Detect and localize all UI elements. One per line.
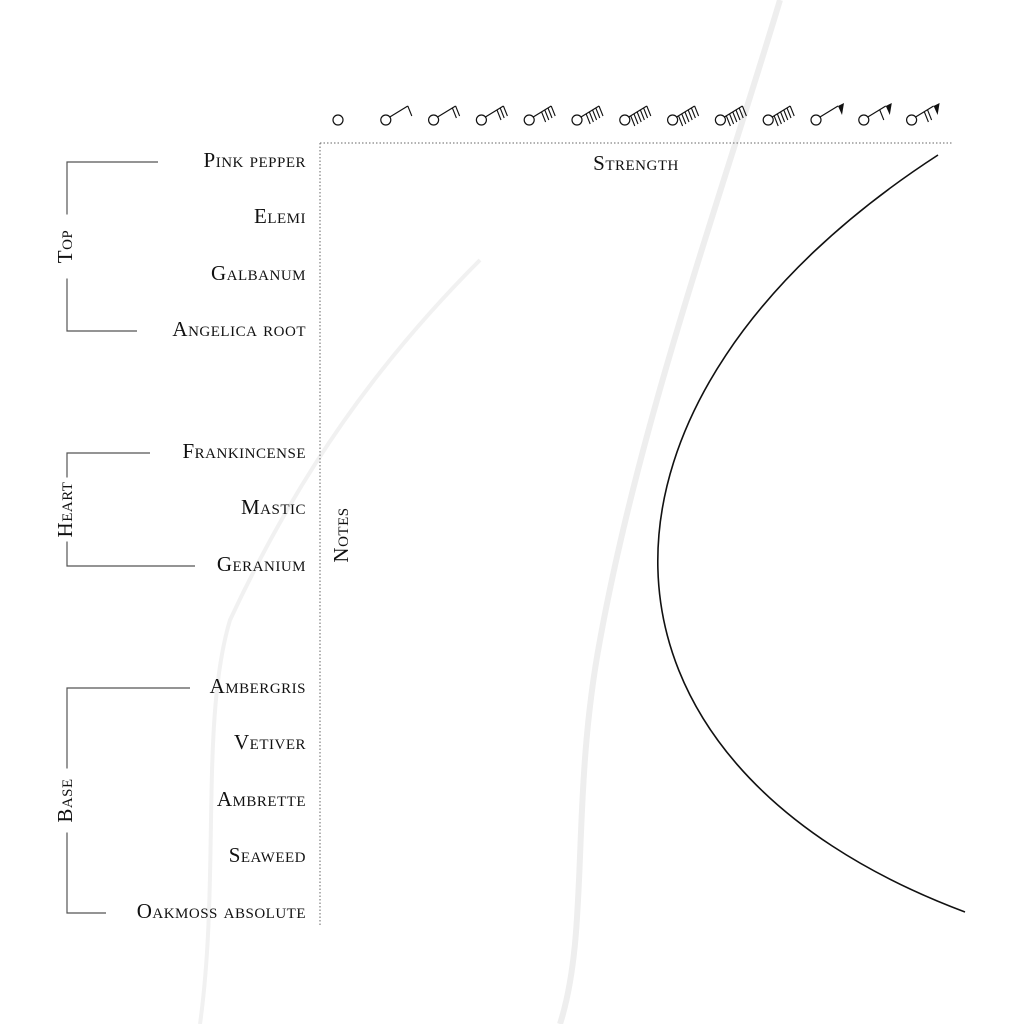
barb-feather [585,113,591,125]
barb-feather [694,105,700,117]
note-label: Oakmoss absolute [137,899,306,923]
barb-feather [407,105,413,117]
note-label: Vetiver [234,730,306,754]
barb-feather [544,109,550,121]
barb-staff [915,105,934,118]
barb-feather [496,109,502,121]
barb-circle [475,114,487,126]
barb-feather [690,107,696,119]
barb-pennant [838,103,844,115]
marble-vein [557,0,783,1024]
barb-staff [724,105,743,118]
barb-feather [499,107,505,119]
barb-circle [380,114,392,126]
barb-circle [571,114,583,126]
barb-feather [725,115,731,127]
barb-feather [595,107,601,119]
barb-staff [771,105,791,118]
barb-feather [502,105,508,117]
barb-staff [389,105,409,118]
note-label: Pink pepper [204,148,306,172]
barb-feather [738,107,744,119]
barb-feather [923,111,929,123]
barb-feather [541,111,547,123]
barb-feather [643,107,649,119]
barb-feather [684,111,690,123]
barb-pennant [885,103,892,115]
barb-staff [676,105,695,118]
barb-feather [735,109,741,121]
barb-feather [732,111,738,123]
barb-feather [633,113,639,125]
note-label: Seaweed [229,843,306,867]
note-label: Frankincense [182,439,306,463]
barb-feather [786,107,792,119]
barb-staff [437,105,456,118]
barb-circle [810,114,822,126]
barb-feather [547,107,553,119]
barb-circle [428,114,440,126]
barb-staff [819,105,839,118]
barb-feather [687,109,693,121]
y-axis-label: Notes [329,507,353,562]
group-label: Heart [53,482,77,538]
barb-feather [588,111,594,123]
barb-staff [867,105,887,118]
group-label: Base [53,778,77,822]
note-label: Ambrette [217,787,306,811]
barb-staff [580,105,600,118]
barb-circle [666,114,679,126]
barb-staff [628,105,648,118]
notes-list: Pink pepper Elemi Galbanum Angelica root Top… [53,148,306,923]
barb-circle [858,114,870,126]
barb-feather [927,109,933,121]
barb-feather [773,115,779,127]
barb-feather [729,113,735,125]
barb-feather [598,105,604,117]
barb-feather [451,107,457,119]
barb-feather [780,111,786,123]
group-bracket [66,687,190,914]
barb-feather [639,109,645,121]
barb-feather [646,105,652,117]
barb-circle [714,114,727,126]
barb-staff [485,105,504,118]
x-axis-label: Strength [593,151,679,175]
barb-feather [636,111,642,123]
barb-circle [332,114,344,126]
barb-feather [678,115,684,127]
barb-staff [532,105,552,118]
strength-curve [657,154,966,913]
barb-circle [905,114,918,126]
barb-pennant [933,103,940,115]
barb-circle [762,114,774,126]
note-label: Geranium [217,552,306,576]
note-label: Ambergris [210,674,306,698]
barb-feather [776,113,782,125]
barb-circle [619,114,631,126]
note-label: Galbanum [211,261,306,285]
group-label: Top [53,230,77,264]
strength-scale [332,103,940,127]
barb-feather [741,105,747,117]
barb-feather [783,109,789,121]
barb-feather [789,105,795,117]
barb-feather [630,115,636,127]
group-bracket [66,161,158,332]
barb-feather [550,105,556,117]
group-bracket [66,452,195,567]
barb-circle [523,114,535,126]
barb-feather [681,113,687,125]
note-label: Mastic [241,495,306,519]
barb-feather [455,105,461,117]
note-label: Elemi [254,204,306,228]
marble-vein [198,258,482,1024]
note-label: Angelica root [172,317,306,341]
barb-feather [879,109,885,121]
barb-feather [592,109,598,121]
